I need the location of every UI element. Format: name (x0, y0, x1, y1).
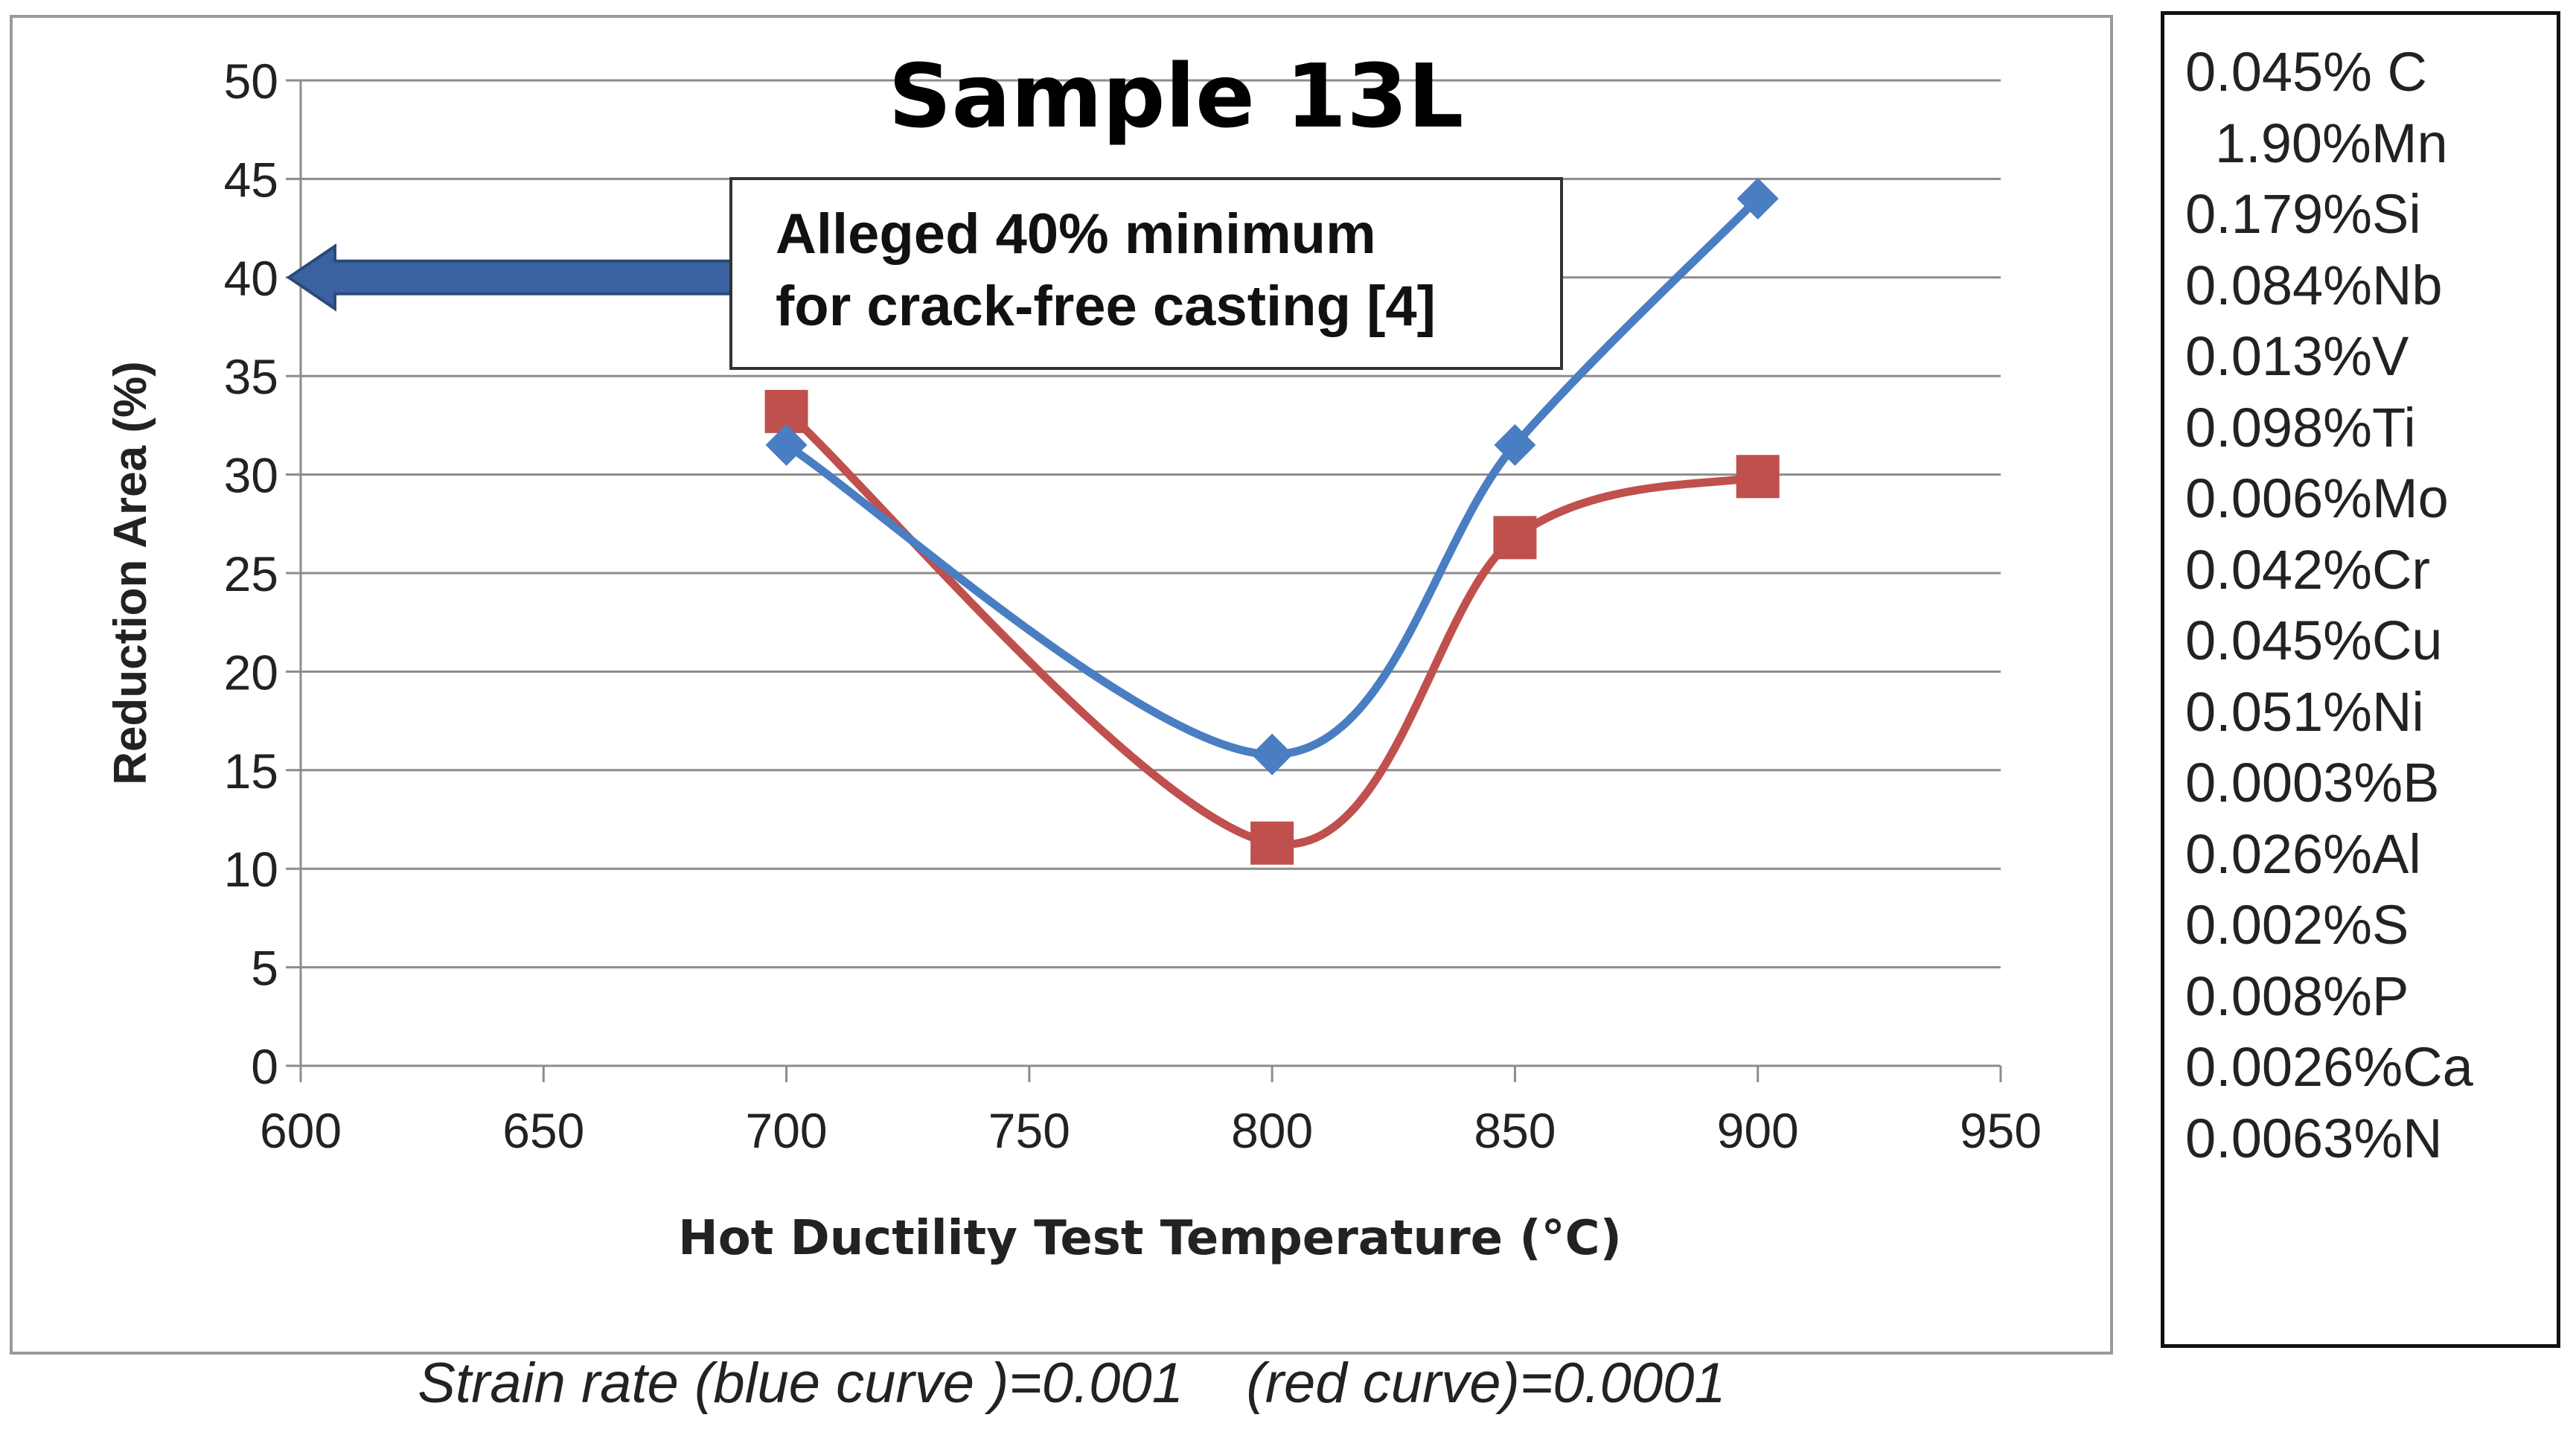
series-layer (764, 177, 1780, 865)
y-tick-label: 15 (224, 744, 278, 799)
composition-item: 0.098%Ti (2185, 396, 2416, 458)
y-tick-label: 10 (224, 842, 278, 897)
data-point-blue (1251, 733, 1294, 776)
composition-item: 0.008%P (2185, 965, 2409, 1027)
y-tick-label: 45 (224, 152, 278, 207)
composition-item: 0.002%S (2185, 894, 2409, 956)
composition-item: 0.013%V (2185, 325, 2409, 387)
composition-item: 0.0063%N (2185, 1107, 2443, 1169)
data-point-blue (765, 423, 808, 466)
composition-item: 0.051%Ni (2185, 680, 2424, 743)
composition-item: 0.045%Cu (2185, 610, 2443, 671)
x-tick-label: 950 (1960, 1103, 2042, 1158)
annotation-box (729, 177, 1563, 370)
annotation-layer: Alleged 40% minimum for crack-free castin… (286, 177, 1563, 370)
y-tick-label: 0 (251, 1039, 278, 1094)
composition-item: 0.0026%Ca (2185, 1036, 2473, 1098)
chart-title: Sample 13L (889, 45, 1464, 147)
x-tick-label: 600 (260, 1103, 342, 1158)
data-point-blue (1494, 423, 1536, 466)
x-tick-label: 750 (988, 1103, 1070, 1158)
y-axis-label: Reduction Area (%) (105, 361, 156, 785)
y-tick-label: 25 (224, 546, 278, 601)
y-tick-label: 20 (224, 645, 278, 700)
data-point-red (1250, 821, 1294, 865)
composition-item: 0.0003%B (2185, 752, 2440, 814)
annotation-text-line2: for crack-free casting [4] (776, 275, 1436, 338)
y-tick-label: 30 (224, 448, 278, 503)
y-tick-label: 50 (224, 54, 278, 109)
composition-item: 1.90%Mn (2215, 112, 2448, 174)
composition-item: 0.045% C (2185, 41, 2427, 103)
x-tick-label: 650 (502, 1103, 584, 1158)
composition-item: 0.084%Nb (2185, 254, 2443, 316)
axis-layer: 0 5 10 15 20 25 30 35 40 45 50 600 650 700 750 800 850 90… (224, 54, 2042, 1158)
series-line-blue (782, 194, 1762, 759)
strain-rate-caption: Strain rate (blue curve )=0.001 (red cur… (418, 1352, 1726, 1415)
x-tick-label: 700 (746, 1103, 828, 1158)
composition-item: 0.179%Si (2185, 183, 2421, 245)
x-axis-label: Hot Ductility Test Temperature (°C) (678, 1211, 1622, 1266)
data-point-red (1736, 455, 1780, 499)
y-tick-label: 5 (251, 941, 278, 996)
composition-item: 0.026%Al (2185, 822, 2421, 885)
y-tick-label: 40 (224, 251, 278, 306)
composition-box: 0.045% C 1.90%Mn 0.179%Si 0.084%Nb 0.013%V 0.… (2161, 11, 2560, 1348)
y-tick-label: 35 (224, 349, 278, 404)
series-line-red (782, 407, 1762, 848)
data-point-red (1493, 516, 1537, 560)
x-tick-label: 900 (1717, 1103, 1799, 1158)
annotation-text-line1: Alleged 40% minimum (776, 202, 1376, 266)
composition-item: 0.006%Mo (2185, 467, 2449, 529)
data-point-blue (1736, 177, 1779, 220)
composition-item: 0.042%Cr (2185, 538, 2431, 601)
x-tick-label: 800 (1231, 1103, 1313, 1158)
x-tick-label: 850 (1474, 1103, 1556, 1158)
